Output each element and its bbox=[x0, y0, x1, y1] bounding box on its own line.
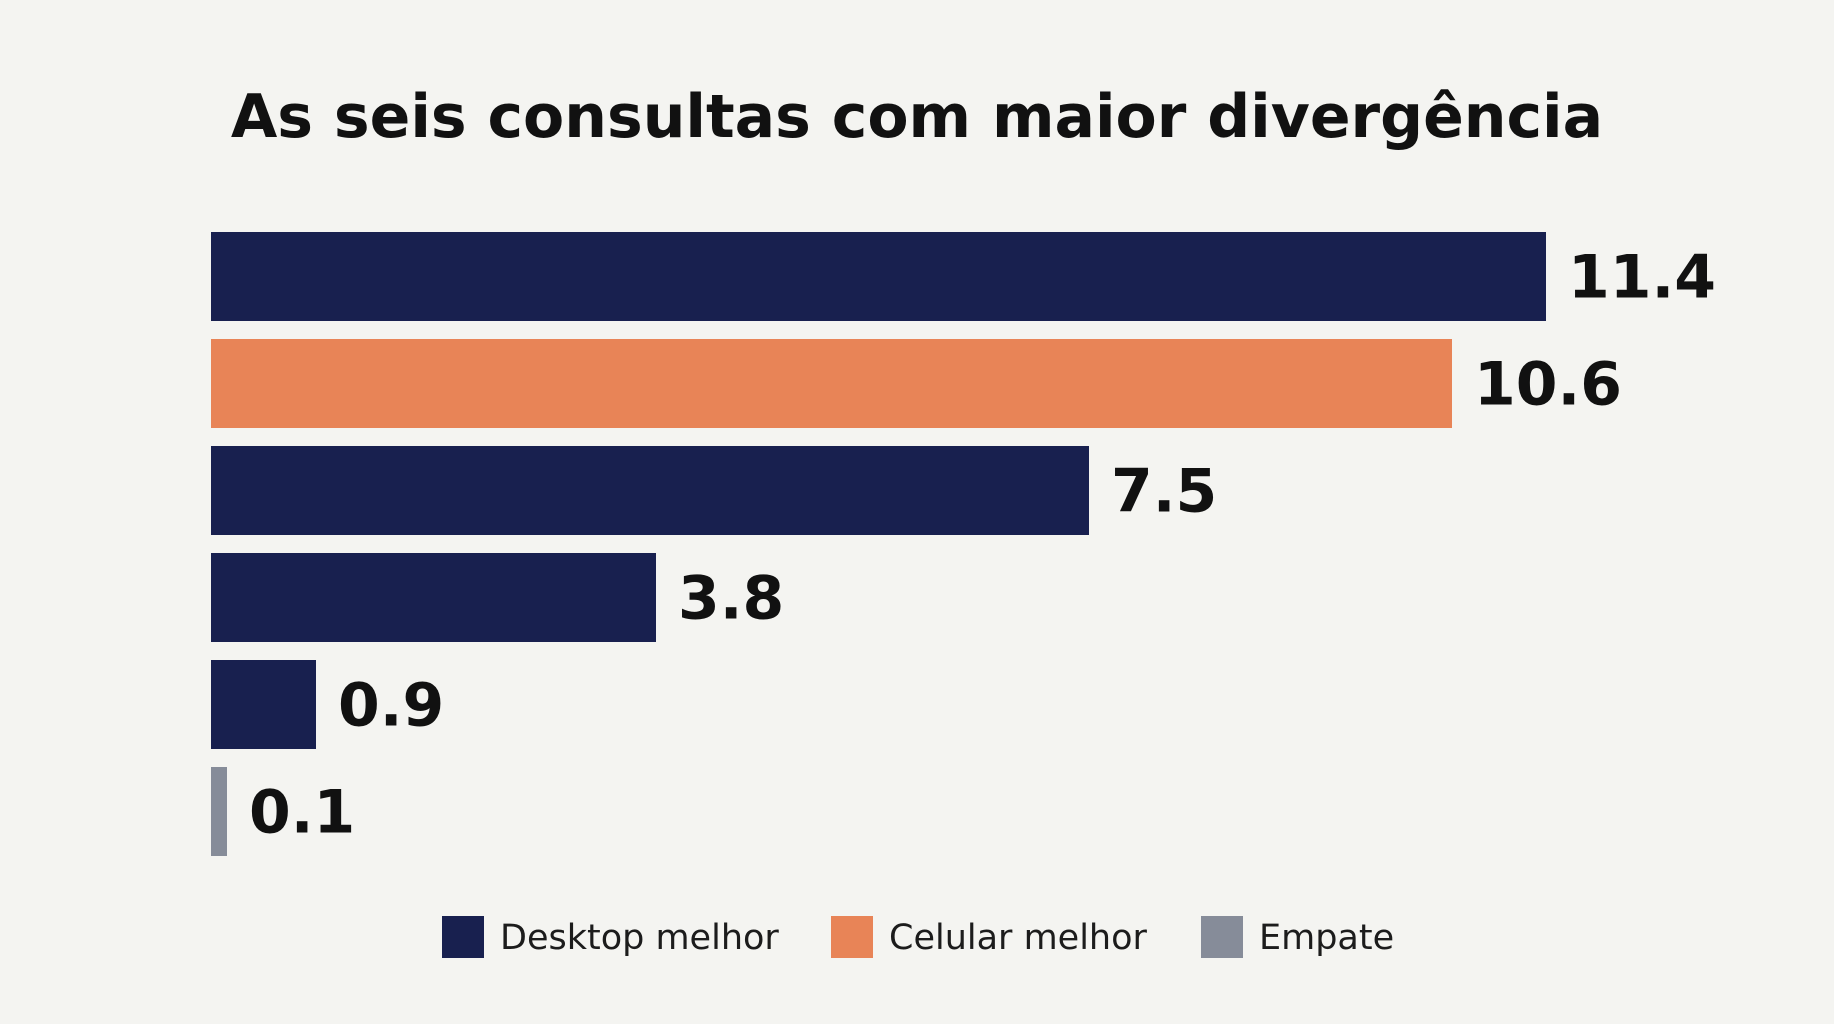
value-label: 3.8 bbox=[678, 564, 784, 634]
value-labels-group: 11.4 10.6 7.5 3.8 0.9 0.1 bbox=[249, 243, 1716, 848]
legend-label: Empate bbox=[1259, 918, 1394, 958]
bar bbox=[211, 446, 1089, 535]
value-label: 10.6 bbox=[1474, 350, 1622, 420]
bar bbox=[211, 660, 316, 749]
legend-swatch bbox=[1201, 916, 1243, 958]
legend: Desktop melhor Celular melhor Empate bbox=[442, 916, 1394, 958]
bars-group bbox=[211, 232, 1546, 856]
legend-item: Desktop melhor bbox=[442, 916, 779, 958]
bar bbox=[211, 232, 1546, 321]
value-label: 0.1 bbox=[249, 778, 355, 848]
legend-label: Celular melhor bbox=[889, 918, 1148, 958]
legend-item: Celular melhor bbox=[831, 916, 1148, 958]
legend-swatch bbox=[442, 916, 484, 958]
value-label: 7.5 bbox=[1111, 457, 1217, 527]
bar bbox=[211, 767, 227, 856]
chart-title: As seis consultas com maior divergência bbox=[231, 82, 1603, 152]
bar bbox=[211, 553, 656, 642]
legend-label: Desktop melhor bbox=[500, 918, 779, 958]
legend-item: Empate bbox=[1201, 916, 1394, 958]
bar bbox=[211, 339, 1452, 428]
legend-swatch bbox=[831, 916, 873, 958]
value-label: 11.4 bbox=[1568, 243, 1716, 313]
value-label: 0.9 bbox=[338, 671, 444, 741]
